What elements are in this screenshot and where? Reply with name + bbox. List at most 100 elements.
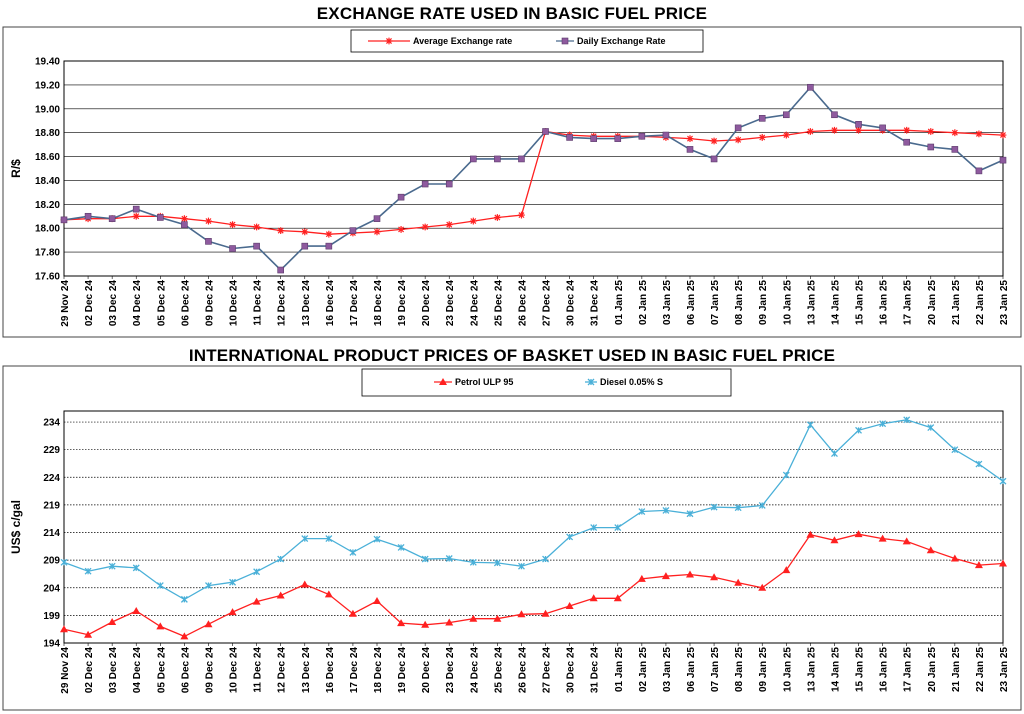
data-point: [903, 138, 910, 146]
x-tick-label: 13 Dec 24: [301, 647, 312, 694]
data-point: [205, 217, 212, 225]
y-tick-label: 18.40: [35, 176, 60, 187]
data-point: [132, 606, 141, 614]
x-tick-label: 09 Jan 25: [758, 647, 769, 692]
x-tick-label: 21 Jan 25: [951, 647, 962, 692]
x-tick-label: 31 Dec 24: [590, 280, 601, 327]
data-point: [542, 555, 549, 563]
data-point: [926, 546, 935, 554]
y-tick-label: 234: [43, 418, 60, 429]
x-tick-label: 11 Dec 24: [253, 647, 264, 693]
x-tick-label: 06 Jan 25: [686, 280, 697, 325]
data-point: [325, 242, 333, 250]
x-tick-label: 13 Jan 25: [806, 647, 817, 692]
x-tick-label: 02 Dec 24: [84, 280, 95, 327]
data-point: [951, 129, 959, 137]
data-point: [445, 180, 453, 188]
y-tick-label: 194: [43, 639, 60, 650]
data-point: [373, 597, 381, 605]
x-tick-label: 17 Jan 25: [903, 280, 914, 325]
x-tick-label: 08 Jan 25: [734, 647, 745, 692]
y-tick-label: 224: [43, 473, 60, 484]
data-point: [421, 180, 429, 188]
x-tick-label: 01 Jan 25: [614, 647, 625, 692]
data-point: [277, 555, 285, 563]
chart-1: 17.60 17.80 18.00 18.20 18.40 18.60 18.80 19.00…: [2, 26, 1022, 338]
data-point: [879, 420, 887, 428]
data-point: [974, 561, 983, 569]
data-point: [253, 568, 261, 576]
data-point: [469, 217, 477, 225]
y-tick-label: 18.00: [35, 224, 60, 235]
data-point: [831, 450, 838, 457]
data-point: [613, 594, 622, 602]
legend: Petrol ULP 95 Diesel 0.05% S: [361, 368, 732, 397]
data-point: [855, 426, 862, 434]
data-point: [830, 536, 839, 544]
x-tick-label: 12 Dec 24: [277, 647, 288, 694]
data-point: [638, 508, 646, 515]
data-point: [180, 595, 188, 603]
y-tick-label: 204: [43, 583, 60, 594]
data-point: [903, 126, 911, 134]
data-point: [518, 211, 525, 219]
data-point: [831, 111, 838, 119]
y-tick-label: 17.60: [35, 272, 60, 283]
data-point: [831, 126, 838, 134]
data-point: [806, 128, 814, 135]
data-point: [60, 558, 68, 566]
data-point: [782, 471, 790, 479]
x-tick-label: 23 Dec 24: [445, 647, 456, 694]
data-point: [590, 135, 597, 142]
x-tick-label: 16 Dec 24: [325, 280, 336, 327]
data-point: [229, 245, 236, 252]
data-point: [108, 215, 116, 222]
x-tick-label: 07 Jan 25: [710, 647, 721, 692]
series-petrol-ulp-95: [60, 530, 1007, 640]
data-point: [518, 562, 525, 570]
x-tick-label: 06 Dec 24: [180, 647, 191, 694]
data-point: [950, 554, 959, 562]
x-tick-label: 25 Dec 24: [493, 280, 504, 327]
x-tick-label: 09 Dec 24: [204, 647, 215, 694]
x-tick-label: 20 Jan 25: [927, 647, 938, 692]
data-point: [84, 630, 93, 638]
data-point: [229, 578, 236, 586]
data-point: [638, 132, 646, 140]
x-tick-label: 24 Dec 24: [469, 280, 480, 327]
data-point: [253, 223, 261, 231]
legend-label: Petrol ULP 95: [455, 377, 513, 387]
data-point: [325, 230, 333, 238]
x-tick-label: 19 Dec 24: [397, 647, 408, 694]
x-tick-label: 18 Dec 24: [373, 647, 384, 694]
data-point: [686, 510, 694, 518]
data-point: [325, 535, 333, 543]
x-tick-label: 10 Jan 25: [782, 280, 793, 325]
data-point: [614, 135, 622, 142]
data-point: [734, 136, 742, 144]
x-tick-label: 05 Dec 24: [156, 647, 167, 694]
data-point: [855, 126, 862, 134]
data-point: [421, 620, 430, 628]
data-point: [542, 128, 549, 135]
data-point: [589, 594, 598, 602]
data-point: [782, 566, 791, 574]
data-point: [156, 622, 165, 630]
data-point: [60, 216, 68, 224]
data-point: [686, 146, 694, 153]
data-point: [470, 155, 477, 163]
x-tick-label: 08 Jan 25: [734, 280, 745, 325]
x-tick-label: 30 Dec 24: [566, 647, 577, 694]
x-tick-label: 03 Jan 25: [662, 280, 673, 325]
x-tick-label: 22 Jan 25: [975, 280, 986, 325]
data-point: [975, 460, 983, 468]
x-tick-label: 14 Jan 25: [830, 280, 841, 325]
data-point: [205, 238, 212, 245]
data-point: [276, 591, 285, 599]
data-point: [614, 524, 622, 532]
series-daily-exchange-rate: [60, 83, 1007, 274]
x-tick-label: 10 Dec 24: [229, 647, 240, 694]
data-point: [927, 143, 935, 151]
chart-2: 194 199 204 209 214 219 224 229 234 29 Nov 24 02 D…: [2, 365, 1022, 711]
x-tick-label: 16 Jan 25: [879, 647, 890, 692]
